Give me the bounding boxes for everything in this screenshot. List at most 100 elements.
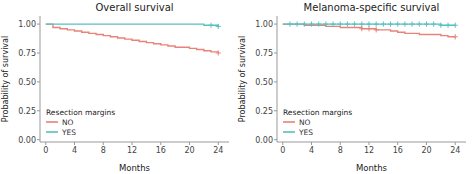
censor-mark	[424, 21, 429, 26]
y-tick	[37, 24, 40, 25]
legend: Resection marginsNOYES	[46, 108, 115, 137]
censor-mark	[366, 26, 371, 31]
censor-mark	[330, 21, 335, 26]
x-tick-label: 20	[184, 146, 194, 155]
censor-mark	[295, 21, 300, 26]
y-tick	[37, 81, 40, 82]
y-tick	[37, 110, 40, 111]
x-tick	[160, 142, 161, 145]
y-tick	[37, 52, 40, 53]
censor-mark	[216, 24, 221, 29]
x-tick-label: 12	[127, 146, 137, 155]
y-tick-label: 0.75	[255, 49, 273, 58]
censor-mark	[388, 21, 393, 26]
legend-label: YES	[61, 128, 76, 137]
y-tick-label: 0.25	[255, 107, 273, 116]
censor-mark	[338, 21, 343, 26]
x-tick	[189, 142, 190, 145]
x-tick	[45, 142, 46, 145]
censor-mark	[309, 21, 314, 26]
legend-swatch	[283, 131, 295, 133]
x-tick-label: 8	[101, 146, 106, 155]
legend-label: NO	[299, 118, 311, 127]
y-tick-label: 0.75	[18, 49, 36, 58]
censor-mark	[323, 21, 328, 26]
legend-label: YES	[298, 128, 313, 137]
x-tick-label: 16	[393, 146, 403, 155]
plot-area	[46, 23, 221, 56]
x-tick	[311, 142, 312, 145]
y-axis-line	[40, 16, 41, 142]
x-tick-label: 4	[309, 146, 314, 155]
censor-mark	[374, 27, 379, 32]
x-tick	[282, 142, 283, 145]
censor-mark	[302, 21, 307, 26]
censor-mark	[345, 21, 350, 26]
censor-mark	[359, 26, 364, 31]
x-tick	[455, 142, 456, 145]
x-tick-label: 8	[338, 146, 343, 155]
censor-mark	[366, 21, 371, 26]
y-tick-label: 1.00	[255, 20, 273, 29]
y-axis-line	[277, 16, 278, 142]
x-tick	[426, 142, 427, 145]
y-tick-label: 0.50	[255, 78, 273, 87]
panel: Overall survival 0 4 8 12 16 20 24 0.00 0.25 0.50 0…	[1, 2, 229, 173]
censor-mark	[287, 21, 292, 26]
y-tick	[274, 24, 277, 25]
legend-title: Resection margins	[46, 108, 115, 117]
x-tick-label: 16	[156, 146, 166, 155]
censor-mark	[216, 50, 221, 55]
x-tick-label: 0	[43, 146, 48, 155]
x-tick-label: 0	[280, 146, 285, 155]
censor-mark	[359, 21, 364, 26]
censor-mark	[208, 23, 213, 28]
legend-label: NO	[62, 118, 74, 127]
censor-mark	[417, 21, 422, 26]
y-tick-label: 0.25	[18, 107, 36, 116]
x-tick	[131, 142, 132, 145]
censor-mark	[453, 34, 458, 39]
legend: Resection marginsNOYES	[283, 108, 352, 137]
x-tick-label: 20	[421, 146, 431, 155]
x-tick-label: 4	[72, 146, 77, 155]
y-tick-label: 0.00	[255, 136, 273, 145]
plot-area	[283, 21, 458, 39]
censor-mark	[445, 23, 450, 28]
censor-mark	[402, 21, 407, 26]
y-tick	[274, 110, 277, 111]
x-tick	[74, 142, 75, 145]
legend-title: Resection margins	[283, 108, 352, 117]
legend-swatch	[46, 131, 58, 133]
x-tick	[340, 142, 341, 145]
survival-curve	[46, 24, 218, 26]
x-axis-line	[277, 142, 466, 143]
censor-mark	[374, 21, 379, 26]
y-axis-label: Probability of survival	[238, 36, 247, 122]
y-tick	[274, 81, 277, 82]
x-axis-label: Months	[356, 163, 388, 173]
y-tick	[274, 52, 277, 53]
y-tick-label: 0.00	[18, 136, 36, 145]
y-axis-label: Probability of survival	[1, 36, 10, 122]
y-tick-label: 1.00	[18, 20, 36, 29]
x-axis-line	[40, 142, 229, 143]
censor-mark	[438, 23, 443, 28]
x-tick-label: 24	[450, 146, 460, 155]
figure: Overall survival 0 4 8 12 16 20 24 0.00 0.25 0.50 0…	[0, 0, 474, 174]
y-tick	[37, 139, 40, 140]
censor-mark	[395, 21, 400, 26]
title: Melanoma-specific survival	[304, 2, 440, 13]
x-tick	[218, 142, 219, 145]
x-tick	[368, 142, 369, 145]
legend-swatch	[46, 121, 58, 123]
y-tick-label: 0.50	[18, 78, 36, 87]
x-axis-label: Months	[119, 163, 151, 173]
censor-mark	[410, 21, 415, 26]
panel: Melanoma-specific survival 0 4 8 12 16 20 24 0.0…	[238, 2, 466, 173]
x-tick-label: 12	[364, 146, 374, 155]
censor-mark	[431, 21, 436, 26]
x-tick-label: 24	[213, 146, 223, 155]
title: Overall survival	[95, 2, 173, 13]
x-tick	[397, 142, 398, 145]
